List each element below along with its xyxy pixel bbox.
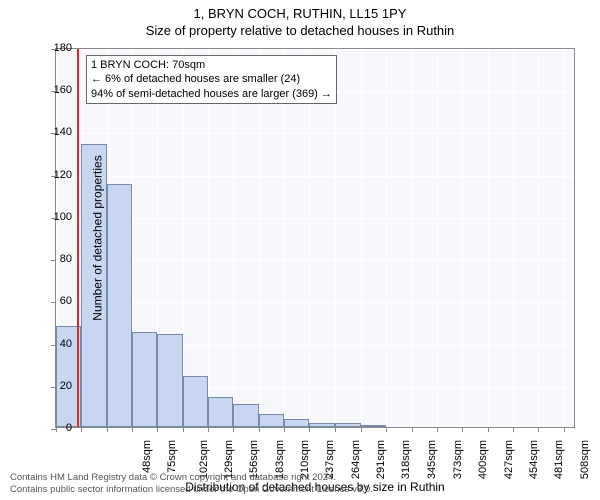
xtick-label: 481sqm [554,440,566,479]
xtick-mark [107,427,108,432]
histogram-bar [259,414,284,427]
xtick-mark [538,427,539,432]
gridline-v [361,49,362,427]
histogram-bar [183,376,208,427]
attribution-footer: Contains HM Land Registry data © Crown c… [10,472,373,496]
histogram-bar [233,404,258,427]
xtick-label: 75sqm [166,440,178,473]
gridline-v [513,49,514,427]
xtick-mark [335,427,336,432]
footer-line1: Contains HM Land Registry data © Crown c… [10,472,373,484]
xtick-label: 291sqm [375,440,387,479]
gridline-h [56,260,574,261]
xtick-mark [488,427,489,432]
xtick-mark [309,427,310,432]
plot-area: 1 BRYN COCH: 70sqm← 6% of detached house… [55,48,575,428]
gridline-v [564,49,565,427]
annotation-line: 1 BRYN COCH: 70sqm [91,58,332,72]
gridline-v [183,49,184,427]
histogram-bar [309,423,334,427]
ytick-label: 140 [37,126,72,138]
gridline-h [56,49,574,50]
ytick-label: 20 [37,380,72,392]
xtick-mark [412,427,413,432]
chart-title-line1: 1, BRYN COCH, RUTHIN, LL15 1PY [0,0,600,21]
gridline-v [233,49,234,427]
gridline-v [259,49,260,427]
ytick-label: 40 [37,338,72,350]
gridline-v [462,49,463,427]
property-marker-line [77,49,79,427]
ytick-label: 0 [37,422,72,434]
gridline-h [56,302,574,303]
chart-title-line2: Size of property relative to detached ho… [0,21,600,38]
xtick-label: 345sqm [426,440,438,479]
xtick-mark [513,427,514,432]
gridline-h [56,429,574,430]
footer-line2: Contains public sector information licen… [10,484,373,496]
xtick-label: 508sqm [579,440,591,479]
xtick-mark [437,427,438,432]
xtick-mark [259,427,260,432]
gridline-h [56,176,574,177]
xtick-mark [183,427,184,432]
xtick-mark [208,427,209,432]
gridline-v [335,49,336,427]
histogram-bar [208,397,233,427]
gridline-v [538,49,539,427]
annotation-line: 94% of semi-detached houses are larger (… [91,87,332,101]
gridline-v [309,49,310,427]
gridline-v [208,49,209,427]
histogram-bar [157,334,182,427]
y-axis-label: Number of detached properties [91,155,105,320]
histogram-bar [284,419,309,427]
gridline-h [56,218,574,219]
xtick-mark [132,427,133,432]
xtick-mark [284,427,285,432]
annotation-box: 1 BRYN COCH: 70sqm← 6% of detached house… [86,55,337,104]
ytick-label: 60 [37,295,72,307]
xtick-label: 400sqm [478,440,490,479]
ytick-label: 160 [37,84,72,96]
xtick-mark [157,427,158,432]
plot-container: 1 BRYN COCH: 70sqm← 6% of detached house… [55,48,575,428]
histogram-bar [132,332,157,427]
xtick-label: 373sqm [452,440,464,479]
histogram-bar [361,425,386,427]
xtick-label: 427sqm [503,440,515,479]
gridline-v [412,49,413,427]
xtick-label: 318sqm [401,440,413,479]
xtick-mark [361,427,362,432]
xtick-mark [81,427,82,432]
ytick-label: 120 [37,169,72,181]
xtick-label: 48sqm [141,440,153,473]
gridline-v [284,49,285,427]
histogram-bar [335,423,361,427]
ytick-label: 80 [37,253,72,265]
annotation-line: ← 6% of detached houses are smaller (24) [91,72,332,86]
gridline-v [386,49,387,427]
gridline-v [437,49,438,427]
xtick-mark [564,427,565,432]
xtick-mark [386,427,387,432]
xtick-label: 454sqm [528,440,540,479]
ytick-label: 100 [37,211,72,223]
ytick-label: 180 [37,42,72,54]
xtick-mark [233,427,234,432]
gridline-h [56,133,574,134]
gridline-v [488,49,489,427]
xtick-mark [462,427,463,432]
histogram-bar [107,184,132,427]
